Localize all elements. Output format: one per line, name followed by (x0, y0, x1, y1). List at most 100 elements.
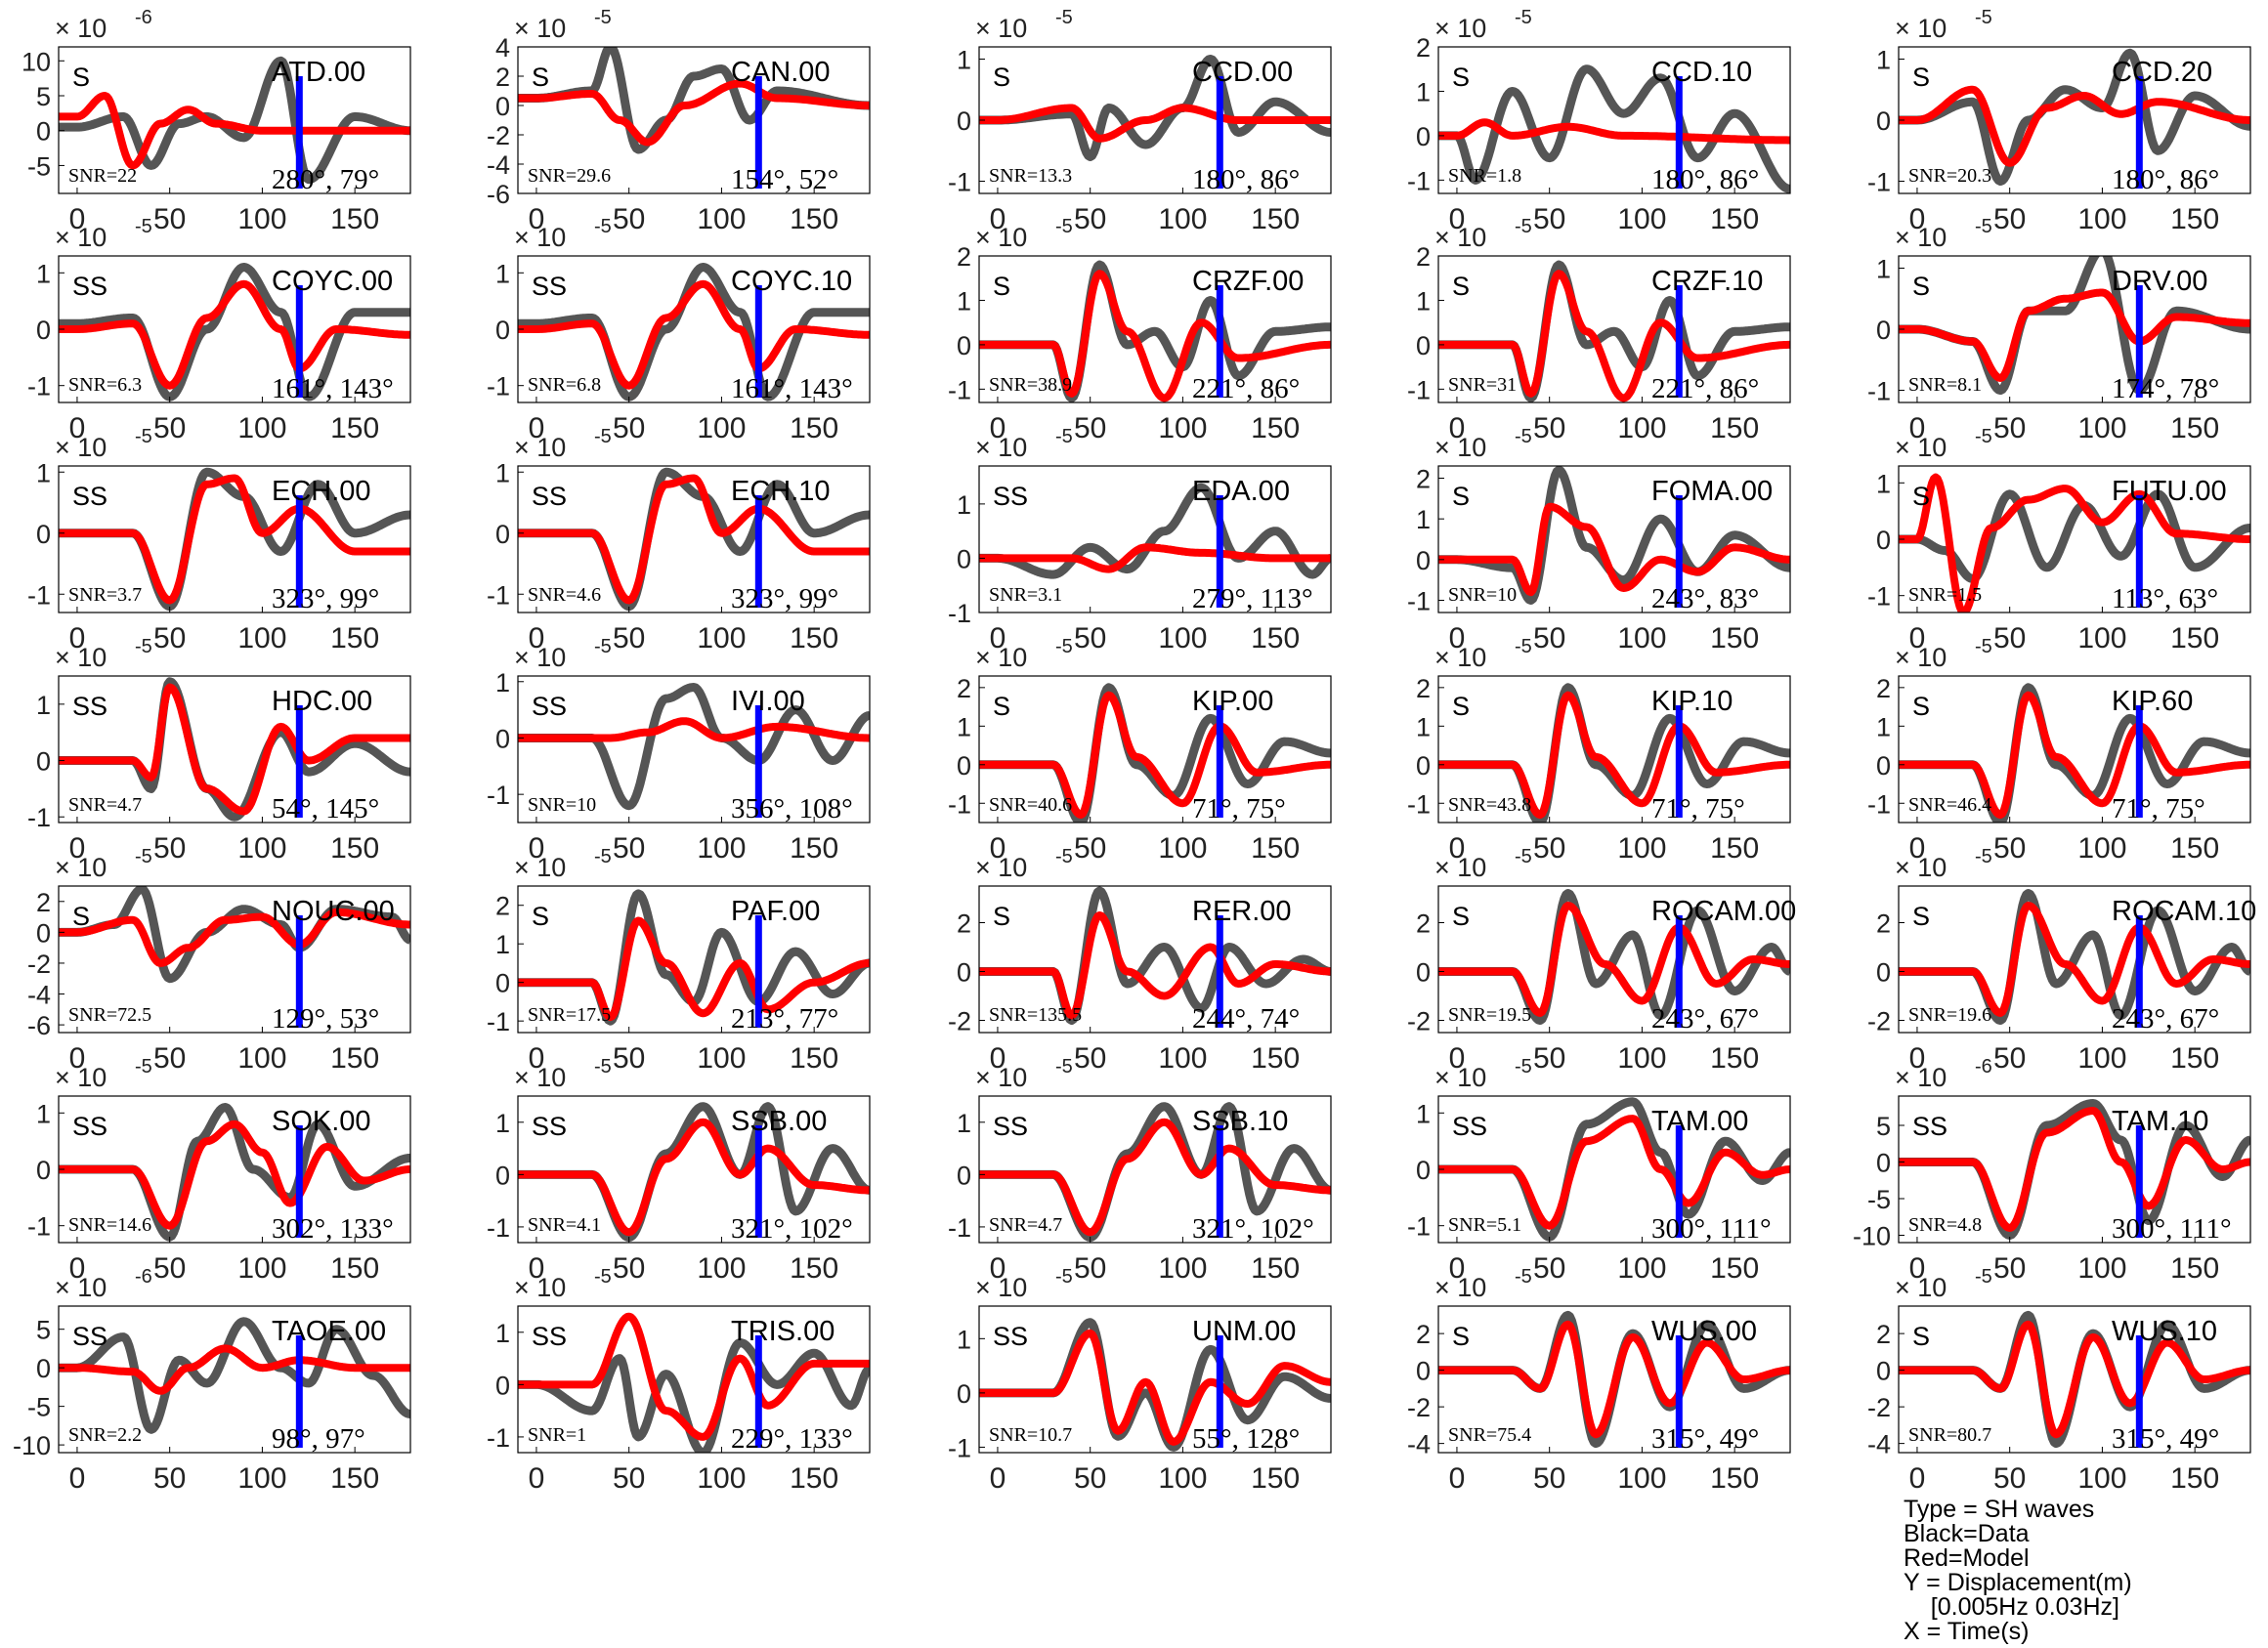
x-tick-label: 100 (2077, 1042, 2126, 1075)
azimuth-distance-label: 180°, 86° (2112, 164, 2219, 195)
x-tick-label: 0 (1909, 832, 1926, 865)
y-tick-label: -1 (1867, 582, 1891, 612)
y-tick-label: 1 (1416, 712, 1431, 741)
panel-wus-00: 0 50 100 150 -4 -2 0 2× 10 -5 S WUS.00 SNR=75.4 315°… (1407, 1266, 1791, 1495)
x-tick-label: 50 (1533, 622, 1565, 655)
x-tick-label: 0 (529, 622, 545, 655)
y-tick-label: -1 (487, 580, 510, 610)
phase-label: SS (993, 482, 1028, 511)
station-label: TAM.00 (1651, 1106, 1748, 1137)
azimuth-distance-label: 221°, 86° (1651, 373, 1759, 404)
x-tick-label: 50 (1993, 412, 2026, 444)
x-tick-label: 100 (1158, 412, 1207, 444)
model-trace (1899, 85, 2250, 167)
y-tick-label: -1 (948, 599, 971, 628)
y-tick-label: -6 (27, 1011, 51, 1040)
model-trace (1438, 902, 1790, 1017)
model-trace (59, 1120, 410, 1230)
x-tick-label: 150 (1251, 1462, 1300, 1495)
phase-label: S (532, 902, 549, 931)
x-tick-label: 0 (1909, 1252, 1926, 1285)
y-tick-label: 0 (1876, 751, 1891, 781)
y-tick-label: -2 (27, 950, 51, 979)
panel-ivi-00: 0 50 100 150 -1 0 1× 10 -5 SS IVI.00 SNR=10 356°, 1… (487, 636, 871, 865)
panel-futu-00: 0 50 100 150 -1 0 1× 10 -5 S FUTU.00 SNR=1.5 113°, … (1867, 426, 2251, 655)
x-tick-label: 0 (1449, 1462, 1466, 1495)
snr-label: SNR=80.7 (1908, 1424, 1991, 1446)
y-tick-label: -2 (487, 121, 510, 150)
x-tick-label: 0 (990, 832, 1006, 865)
snr-label: SNR=19.5 (1448, 1004, 1531, 1026)
x-tick-label: 100 (697, 622, 746, 655)
station-label: CRZF.00 (1192, 266, 1304, 297)
station-label: KIP.10 (1651, 686, 1733, 717)
data-trace (518, 683, 870, 811)
y-tick-label: 1 (1876, 46, 1891, 75)
axes-box (978, 255, 1332, 403)
x-tick-label: 150 (330, 1252, 379, 1285)
panel-tam-10: 0 50 100 150 -10 -5 0 5× 10 -6 SS TAM.10 SNR=4.8 300… (1853, 1056, 2251, 1285)
phase-label: SS (993, 1112, 1028, 1141)
y-tick-label: -1 (487, 1213, 510, 1243)
y-tick-label: 2 (495, 63, 510, 92)
data-trace (59, 263, 410, 401)
y-tick-label: -2 (1407, 1007, 1431, 1036)
x-tick-label: 0 (990, 1252, 1006, 1285)
x-tick-label: 0 (1909, 1042, 1926, 1075)
axes-box (1898, 885, 2251, 1034)
y-exponent: × 10 (975, 1063, 1027, 1092)
x-tick-label: 150 (330, 832, 379, 865)
station-label: RER.00 (1192, 896, 1292, 927)
y-tick-label: -1 (948, 168, 971, 197)
x-tick-label: 0 (1909, 412, 1926, 444)
snr-label: SNR=10 (528, 794, 596, 816)
x-tick-label: 0 (69, 412, 86, 444)
y-exponent: × 10 (55, 1273, 107, 1302)
y-exponent-power: -5 (135, 426, 152, 447)
y-exponent-power: -5 (1055, 1056, 1073, 1078)
y-tick-label: 1 (36, 691, 51, 720)
x-tick-label: 150 (790, 1462, 838, 1495)
y-tick-label: -6 (487, 180, 510, 209)
phase-label: S (1912, 692, 1930, 721)
x-tick-label: 150 (1710, 832, 1759, 865)
phase-label: S (1452, 692, 1470, 721)
x-tick-label: 0 (1449, 1042, 1466, 1075)
phase-label: SS (72, 1322, 107, 1351)
y-tick-label: -5 (1867, 1185, 1891, 1214)
azimuth-distance-label: 300°, 111° (2112, 1213, 2232, 1245)
panel-tam-00: 0 50 100 150 -1 0 1× 10 -5 SS TAM.00 SNR=5.1 300°, … (1407, 1056, 1791, 1285)
model-trace (59, 92, 410, 170)
station-label: COYC.10 (731, 266, 852, 297)
y-tick-label: 1 (957, 712, 971, 741)
x-tick-label: 0 (69, 832, 86, 865)
phase-label: SS (1912, 1112, 1947, 1141)
x-tick-label: 100 (237, 1252, 286, 1285)
axes-box (978, 1095, 1332, 1244)
x-tick-label: 150 (330, 622, 379, 655)
x-tick-label: 0 (529, 1252, 545, 1285)
y-tick-label: 1 (1876, 469, 1891, 498)
x-tick-label: 0 (1449, 832, 1466, 865)
x-tick-label: 100 (1158, 622, 1207, 655)
x-tick-label: 150 (330, 1042, 379, 1075)
axes-box (58, 885, 411, 1034)
azimuth-distance-label: 161°, 143° (272, 373, 394, 404)
phase-label: SS (1452, 1112, 1487, 1141)
station-label: CCD.00 (1192, 57, 1293, 88)
y-tick-label: 0 (957, 106, 971, 136)
axes-box (58, 1305, 411, 1454)
snr-label: SNR=4.8 (1908, 1214, 1982, 1236)
y-exponent-power: -5 (135, 1056, 152, 1078)
model-trace (979, 1118, 1331, 1237)
axes-box (517, 675, 871, 824)
x-tick-label: 50 (153, 832, 186, 865)
model-trace (518, 1118, 870, 1237)
station-label: COYC.00 (272, 266, 393, 297)
x-tick-label: 50 (1074, 203, 1106, 235)
y-exponent-power: -5 (1975, 846, 1992, 867)
model-trace (1899, 902, 2250, 1017)
x-tick-label: 150 (790, 622, 838, 655)
y-tick-label: 1 (957, 490, 971, 520)
y-tick-label: 1 (495, 930, 510, 959)
